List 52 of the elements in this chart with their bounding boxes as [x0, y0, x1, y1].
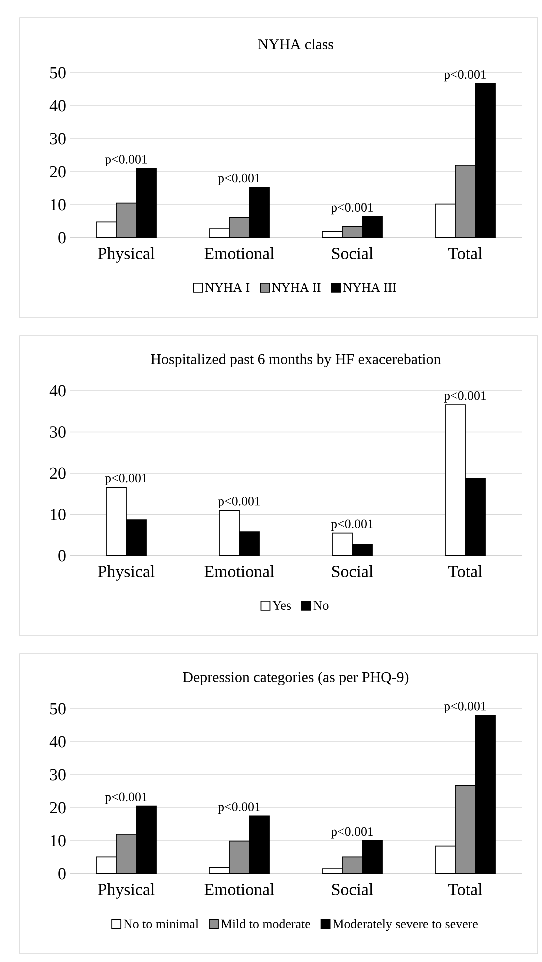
y-tick-label: 40 — [50, 736, 66, 748]
annotation: p<0.001 — [444, 70, 486, 82]
chart-title: NYHA class — [258, 38, 334, 50]
x-tick-label: Social — [332, 248, 374, 260]
y-tick-label: 0 — [58, 868, 66, 880]
annotation: p<0.001 — [331, 520, 374, 532]
y-tick-label: 10 — [51, 199, 66, 211]
legend-label: Moderately severe to severe — [333, 919, 478, 932]
annotation: p<0.001 — [218, 497, 260, 508]
chart-title: Depression categories (as per PHQ-9) — [183, 672, 409, 686]
annotation: p<0.001 — [105, 474, 148, 486]
y-tick-label: 10 — [51, 509, 66, 520]
legend-label: NYHA III — [344, 283, 396, 292]
x-tick-label: Physical — [98, 566, 155, 581]
x-tick-label: Social — [332, 566, 374, 578]
annotation: p<0.001 — [444, 702, 486, 714]
y-tick-label: 50 — [50, 67, 66, 79]
x-tick-label: Social — [332, 884, 374, 896]
y-tick-label: 20 — [50, 468, 66, 480]
y-tick-label: 10 — [51, 835, 66, 847]
y-tick-label: 40 — [50, 385, 66, 397]
x-tick-label: Emotional — [204, 248, 274, 260]
annotation: p<0.001 — [331, 827, 374, 839]
x-tick-label: Emotional — [204, 566, 274, 578]
y-tick-label: 20 — [50, 802, 66, 814]
y-tick-label: 30 — [50, 769, 66, 781]
x-tick-label: Physical — [98, 884, 155, 899]
legend-label: No to minimal — [124, 919, 199, 929]
y-tick-label: 0 — [58, 232, 66, 244]
legend-label: Mild to moderate — [221, 919, 310, 929]
annotation: p<0.001 — [218, 174, 260, 186]
x-tick-label: Emotional — [204, 884, 274, 896]
x-tick-label: Total — [448, 566, 482, 578]
y-tick-label: 20 — [50, 166, 66, 178]
y-tick-label: 30 — [50, 426, 66, 438]
legend-label: NYHA II — [272, 283, 321, 292]
x-tick-label: Total — [448, 884, 482, 896]
legend-label: No — [314, 601, 329, 610]
chart-title: Hospitalized past 6 months by HF exacerebation — [151, 354, 442, 368]
x-tick-label: Physical — [98, 248, 155, 263]
x-tick-label: Total — [448, 248, 482, 260]
annotation: p<0.001 — [331, 203, 374, 215]
y-tick-label: 40 — [50, 100, 66, 112]
legend-label: NYHA I — [206, 283, 250, 292]
y-tick-label: 0 — [58, 550, 66, 562]
annotation: p<0.001 — [444, 391, 486, 403]
annotation: p<0.001 — [218, 802, 260, 814]
legend-label: Yes — [272, 601, 292, 610]
y-tick-label: 50 — [50, 703, 66, 715]
y-tick-label: 30 — [50, 133, 66, 145]
annotation: p<0.001 — [105, 155, 148, 166]
annotation: p<0.001 — [105, 792, 148, 804]
